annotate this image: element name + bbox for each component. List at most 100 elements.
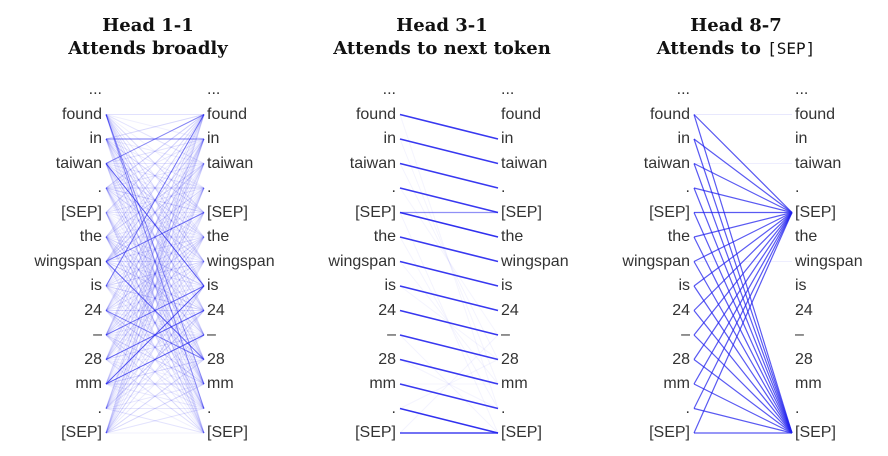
left-token: .: [391, 399, 396, 417]
left-token: [SEP]: [355, 203, 396, 221]
attention-link: [105, 114, 205, 311]
attention-link: [105, 187, 205, 360]
right-token: [SEP]: [207, 203, 248, 221]
left-token: wingspan: [328, 252, 396, 270]
attention-link: [105, 383, 205, 434]
left-token: taiwan: [55, 154, 102, 172]
attention-link: [105, 163, 205, 287]
attention-link: [105, 261, 205, 336]
attention-link: [105, 334, 205, 434]
attention-link: [105, 114, 205, 238]
attention-link: [105, 114, 205, 213]
right-token: [SEP]: [207, 424, 248, 441]
attention-link: [105, 310, 205, 409]
left-token: 24: [672, 301, 690, 319]
attention-link: [105, 261, 205, 434]
right-token: the: [795, 228, 818, 245]
attention-link: [105, 114, 205, 287]
attention-link: [105, 236, 205, 336]
right-token: wingspan: [795, 252, 863, 270]
attention-link: [693, 211, 793, 263]
left-token: 24: [378, 301, 396, 319]
right-token: 28: [795, 350, 813, 368]
attention-link: [105, 212, 205, 385]
attention-link: [105, 261, 205, 360]
attention-link: [399, 138, 499, 165]
attention-panel-head-3-1: Head 3-1 Attends to next token ...... fou…: [294, 0, 590, 456]
left-token: –: [681, 326, 690, 343]
attention-link: [105, 236, 205, 311]
attention-link: [105, 138, 205, 238]
attention-link: [105, 163, 205, 262]
attention-link: [693, 236, 793, 434]
attention-link: [105, 236, 205, 409]
attention-link: [105, 212, 205, 287]
left-token: mm: [75, 375, 102, 392]
attention-link: [105, 334, 205, 360]
attention-link: [105, 187, 205, 238]
attention-link: [693, 359, 793, 434]
left-token: 24: [84, 301, 102, 319]
attention-link: [105, 138, 205, 311]
attention-link: [105, 236, 205, 287]
attention-link: [105, 285, 205, 336]
panel-title: Head 3-1 Attends to next token: [294, 14, 590, 60]
right-token: 28: [207, 350, 225, 368]
panel-title: Head 8-7 Attends to [SEP]: [588, 14, 884, 60]
attention-link: [105, 187, 205, 262]
attention-link: [105, 114, 205, 262]
right-token: is: [795, 277, 807, 294]
left-token: –: [93, 326, 102, 343]
attention-link: [693, 310, 793, 434]
left-token: .: [391, 179, 396, 196]
attention-link: [693, 383, 793, 434]
right-token: [SEP]: [501, 424, 542, 441]
left-token: [SEP]: [355, 424, 396, 441]
attention-link: [105, 212, 205, 262]
left-token: 28: [672, 350, 690, 368]
attention-link: [105, 163, 205, 360]
attention-link: [105, 261, 205, 311]
attention-link: [105, 310, 205, 434]
attention-link: [105, 163, 205, 213]
attention-link: [105, 212, 205, 311]
attention-link: [105, 261, 205, 385]
attention-link: [399, 236, 499, 263]
right-token: [SEP]: [795, 203, 836, 221]
attention-link: [693, 407, 793, 434]
attention-link: [693, 212, 793, 360]
right-token: found: [207, 105, 248, 123]
attention-link: [105, 187, 205, 287]
left-token: in: [383, 130, 396, 147]
left-token: wingspan: [622, 252, 690, 270]
attention-link: [105, 187, 205, 434]
attention-link: [105, 114, 205, 409]
head-description: Attends broadly: [68, 38, 228, 59]
attention-link: [399, 408, 499, 434]
right-token: taiwan: [207, 154, 254, 172]
attention-link: [399, 113, 499, 140]
attention-link: [693, 212, 793, 434]
attention-link: [105, 285, 205, 360]
attention-link: [399, 114, 499, 409]
left-token: found: [61, 105, 102, 123]
attention-link: [105, 285, 205, 385]
right-token: the: [207, 228, 230, 245]
attention-link: [105, 334, 205, 409]
attention-link: [105, 138, 205, 287]
attention-link: [105, 114, 205, 360]
attention-link: [105, 212, 205, 336]
attention-link: [693, 212, 793, 287]
right-token: 24: [501, 301, 519, 319]
attention-link: [399, 383, 499, 410]
attention-link: [105, 114, 205, 164]
left-token: the: [667, 228, 690, 245]
attention-link: [105, 138, 205, 434]
attention-link: [105, 310, 205, 336]
right-token: wingspan: [207, 252, 275, 270]
attention-link: [105, 163, 205, 262]
right-token: the: [501, 228, 524, 245]
attention-link: [105, 236, 205, 360]
attention-link: [105, 114, 205, 311]
right-token: 24: [795, 301, 813, 319]
